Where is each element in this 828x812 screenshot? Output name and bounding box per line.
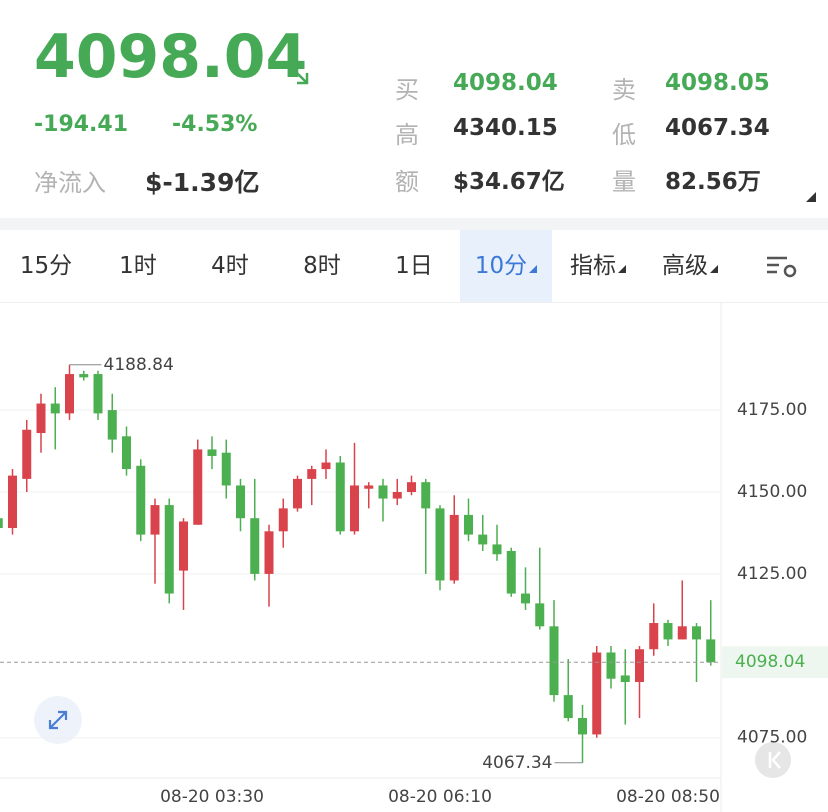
candle-body (407, 482, 416, 492)
candle-body (179, 521, 188, 571)
candle-body (236, 485, 245, 519)
dropdown-triangle (529, 265, 538, 273)
candle-body (36, 403, 46, 434)
candle-body (563, 695, 573, 719)
candle-body (649, 623, 659, 650)
candle-body (706, 639, 716, 663)
candle-body (193, 449, 203, 525)
net-inflow: $-1.39亿 (145, 168, 260, 197)
candle-body (492, 544, 502, 555)
stat-value: 82.56万 (665, 169, 761, 195)
candle-body (535, 603, 545, 627)
candle-body (93, 374, 103, 414)
candle-body (620, 675, 630, 682)
candle-body (449, 514, 459, 581)
candle-body (65, 374, 74, 414)
candle-body (506, 550, 516, 594)
expand-triangle[interactable] (804, 190, 818, 204)
stat-label: 高 (395, 121, 419, 149)
tab[interactable]: 指标 (552, 230, 644, 302)
tab[interactable]: 4时 (211, 253, 249, 279)
dropdown-triangle (618, 265, 626, 273)
dropdown-triangle (710, 265, 718, 273)
stat-value: 4098.05 (665, 70, 770, 96)
x-tick-label: 08-20 03:30 (160, 787, 264, 807)
candle-body (464, 514, 473, 535)
candle-body (122, 436, 131, 470)
candle-body (264, 531, 274, 574)
tab[interactable]: 高级 (644, 230, 736, 302)
y-tick-label: 4150.00 (737, 482, 807, 502)
low-marker: 4067.34 (482, 753, 552, 773)
change-pct: -4.53% (172, 112, 258, 137)
change: -194.41 (34, 112, 129, 137)
candle-body (478, 534, 488, 545)
y-tick-label: 4175.00 (737, 400, 807, 420)
tab[interactable]: 10分 (460, 230, 552, 302)
candle-body (250, 518, 260, 574)
separator (0, 302, 828, 303)
tab[interactable]: 1时 (119, 253, 157, 279)
candle-body (307, 469, 317, 479)
candle-body (164, 505, 174, 594)
candle-body (350, 485, 359, 532)
candle-body (50, 403, 60, 414)
current-price-bg (722, 646, 828, 679)
candle-body (578, 718, 587, 735)
stat-label: 卖 (612, 76, 636, 104)
y-tick-label: 4125.00 (737, 564, 807, 584)
candle-body (335, 462, 345, 532)
candle-body (8, 475, 17, 529)
x-tick-label: 08-20 08:50 (616, 787, 720, 807)
candle-body (421, 482, 431, 509)
stat-label: 低 (612, 121, 636, 149)
candle-body (221, 452, 231, 486)
candle-body (207, 449, 217, 456)
stat-value: 4098.04 (453, 70, 558, 96)
candle-body (521, 593, 530, 604)
tab[interactable]: 8时 (303, 253, 341, 279)
x-tick-label: 08-20 06:10 (388, 787, 492, 807)
candle-body (606, 652, 616, 679)
stat-label: 额 (395, 168, 419, 196)
tab[interactable]: 1日 (395, 253, 433, 279)
candle-body (150, 505, 160, 535)
separator (0, 218, 828, 230)
chart: 4075.00 4125.00 4150.00 4175.00 08-20 03:30 0… (0, 302, 828, 812)
back-icon (768, 751, 781, 769)
stat-value: 4067.34 (665, 115, 770, 141)
candle-body (136, 465, 146, 535)
candle-body (293, 478, 302, 509)
candle-body (549, 626, 559, 696)
tab[interactable]: 15分 (19, 253, 73, 279)
candle-body (677, 626, 687, 640)
stat-value: $34.67亿 (453, 169, 565, 195)
stat-value: 4340.15 (453, 115, 558, 141)
current-price-label: 4098.04 (735, 652, 805, 672)
candle-body (378, 485, 388, 499)
candle-body (392, 492, 402, 499)
candle-body (635, 649, 644, 682)
price: 4098.04 (34, 22, 308, 92)
down-arrow (290, 66, 309, 85)
net-inflow-label: 净流入 (34, 169, 106, 197)
candle-body (592, 652, 602, 735)
high-marker: 4188.84 (104, 355, 174, 375)
candle-body (692, 626, 701, 640)
candle-body (278, 508, 288, 532)
candle-body (107, 410, 117, 440)
y-tick-label: 4075.00 (737, 728, 807, 748)
stat-label: 买 (395, 76, 419, 104)
candle-body (22, 429, 32, 479)
candle-body (364, 485, 374, 489)
stat-label: 量 (612, 168, 636, 196)
settings-icon[interactable] (764, 254, 800, 280)
candle-body (0, 518, 3, 529)
candle-body (321, 462, 331, 470)
candle-body (79, 374, 89, 378)
fullscreen-icon (48, 710, 68, 730)
candle-body (435, 508, 445, 581)
candle-body (663, 623, 673, 640)
